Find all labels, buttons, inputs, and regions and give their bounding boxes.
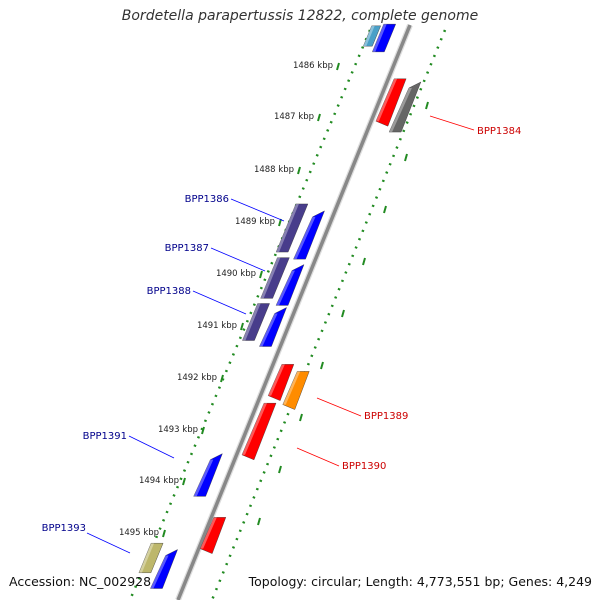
tick-label: 1494 kbp bbox=[139, 476, 179, 486]
reverse-cds-bpp1390 bbox=[241, 402, 277, 461]
tick-mark bbox=[299, 413, 303, 422]
tick-mark bbox=[297, 166, 301, 175]
gene-label-bpp1384: BPP1384 bbox=[477, 126, 521, 137]
outer-dotted-track bbox=[210, 29, 447, 601]
operon-bpp1387 bbox=[260, 257, 290, 299]
gene-label-leader bbox=[192, 290, 247, 315]
gene-label-bpp1391: BPP1391 bbox=[83, 431, 127, 442]
tick-label: 1487 kbp bbox=[274, 112, 314, 122]
tick-mark bbox=[383, 205, 387, 214]
gene-label-bpp1388: BPP1388 bbox=[147, 286, 191, 297]
operon-bpp1388 bbox=[242, 303, 270, 341]
grey-feature-bpp1384 bbox=[388, 81, 422, 133]
inner-dotted-track bbox=[128, 29, 372, 601]
tick-mark bbox=[320, 361, 324, 370]
gene-label-leader bbox=[86, 532, 131, 554]
tick-mark bbox=[362, 257, 366, 266]
tick-mark bbox=[404, 153, 408, 162]
orange-feature-bpp1389 bbox=[282, 371, 310, 410]
tick-mark bbox=[259, 270, 263, 279]
operon-bpp1386 bbox=[275, 203, 309, 253]
tick-mark bbox=[220, 374, 224, 383]
partial-forward-cds bbox=[372, 23, 396, 53]
tick-mark bbox=[278, 218, 282, 227]
tick-label: 1488 kbp bbox=[254, 165, 294, 175]
tick-mark bbox=[425, 101, 429, 110]
map-title: Bordetella parapertussis 12822, complete… bbox=[121, 8, 479, 24]
tick-mark bbox=[317, 113, 321, 122]
genome-summary-text: Topology: circular; Length: 4,773,551 bp… bbox=[248, 574, 592, 589]
tick-label: 1493 kbp bbox=[158, 425, 198, 435]
tick-label: 1495 kbp bbox=[119, 528, 159, 538]
reverse-cds-lower bbox=[199, 517, 227, 554]
gene-label-leader bbox=[296, 447, 340, 467]
genome-backbone bbox=[176, 24, 412, 601]
gene-label-bpp1389: BPP1389 bbox=[364, 411, 408, 422]
tick-mark bbox=[162, 529, 166, 538]
forward-cds-bpp1388 bbox=[259, 307, 287, 347]
forward-cds-bpp1386 bbox=[293, 210, 325, 260]
tick-mark bbox=[240, 322, 244, 331]
tick-mark bbox=[336, 62, 340, 71]
gene-label-leader bbox=[128, 435, 175, 459]
tick-label: 1491 kbp bbox=[197, 321, 237, 331]
reverse-cds-bpp1384a bbox=[375, 78, 407, 127]
tick-mark bbox=[278, 465, 282, 474]
forward-cds-bpp1393 bbox=[150, 549, 178, 589]
tick-label: 1492 kbp bbox=[177, 373, 217, 383]
gene-label-bpp1386: BPP1386 bbox=[185, 194, 229, 205]
gene-label-bpp1390: BPP1390 bbox=[342, 461, 386, 472]
accession-text: Accession: NC_002928 bbox=[9, 574, 152, 589]
tick-mark bbox=[257, 517, 261, 526]
tick-label: 1489 kbp bbox=[235, 217, 275, 227]
gene-label-leader bbox=[429, 115, 475, 131]
gene-label-leader bbox=[210, 247, 266, 272]
tick-label: 1490 kbp bbox=[216, 269, 256, 279]
forward-cds-bpp1391 bbox=[193, 453, 223, 497]
tick-mark bbox=[182, 477, 186, 486]
reverse-cds-1389a bbox=[267, 364, 295, 401]
tick-label: 1486 kbp bbox=[293, 61, 333, 71]
khaki-feature-bpp1393 bbox=[138, 543, 164, 573]
partial-feature-cyan bbox=[363, 25, 381, 47]
forward-cds-bpp1387 bbox=[275, 264, 305, 306]
tick-mark bbox=[341, 309, 345, 318]
gene-label-bpp1393: BPP1393 bbox=[42, 523, 86, 534]
tick-mark bbox=[201, 426, 205, 435]
gene-label-leader bbox=[230, 198, 285, 222]
gene-label-bpp1387: BPP1387 bbox=[165, 243, 209, 254]
gene-label-leader bbox=[316, 397, 362, 417]
